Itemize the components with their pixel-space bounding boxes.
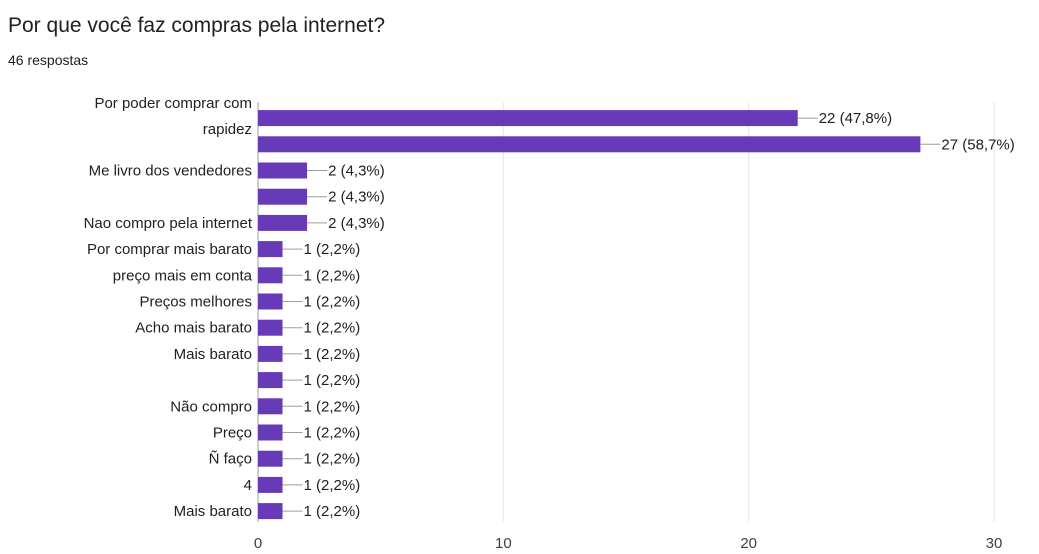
bar-12	[258, 424, 283, 441]
bar-3	[258, 188, 308, 205]
response-count: 46 respostas	[8, 52, 89, 68]
data-label-15: 1 (2,2%)	[304, 503, 361, 520]
data-label-14: 1 (2,2%)	[304, 477, 361, 494]
category-label-14: 4	[244, 477, 252, 494]
category-label-15: Mais barato	[174, 503, 252, 520]
bar-8	[258, 319, 283, 336]
category-label-4: Nao compro pela internet	[84, 215, 253, 232]
x-tick-label-1: 10	[495, 535, 512, 552]
bar-15	[258, 503, 283, 520]
data-label-6: 1 (2,2%)	[304, 267, 361, 284]
data-label-11: 1 (2,2%)	[304, 398, 361, 415]
category-label-12: Preço	[213, 425, 252, 442]
bar-4	[258, 214, 308, 231]
category-label-11: Não compro	[170, 398, 252, 415]
data-label-10: 1 (2,2%)	[304, 372, 361, 389]
data-label-12: 1 (2,2%)	[304, 425, 361, 442]
category-label-6: preço mais em conta	[113, 267, 253, 284]
bar-6	[258, 267, 283, 284]
bar-2	[258, 162, 308, 179]
bar-13	[258, 450, 283, 467]
bar-0	[258, 110, 798, 127]
data-label-4: 2 (4,3%)	[328, 215, 385, 232]
bar-14	[258, 476, 283, 493]
category-label-5: Por comprar mais barato	[87, 241, 252, 258]
bar-9	[258, 345, 283, 362]
bar-10	[258, 372, 283, 389]
x-tick-label-0: 0	[254, 535, 262, 552]
data-label-1: 27 (58,7%)	[941, 136, 1014, 153]
data-label-13: 1 (2,2%)	[304, 451, 361, 468]
category-label-9: Mais barato	[174, 346, 252, 363]
bar-11	[258, 398, 283, 415]
category-label-2: Me livro dos vendedores	[89, 163, 252, 180]
data-label-9: 1 (2,2%)	[304, 346, 361, 363]
data-label-0: 22 (47,8%)	[819, 110, 892, 127]
x-tick-label-2: 20	[740, 535, 757, 552]
data-label-5: 1 (2,2%)	[304, 241, 361, 258]
chart-title: Por que você faz compras pela internet?	[8, 14, 386, 37]
category-label-0: Por poder comprar com	[94, 95, 252, 112]
category-label-8: Acho mais barato	[135, 320, 252, 337]
bar-7	[258, 293, 283, 310]
data-label-8: 1 (2,2%)	[304, 320, 361, 337]
category-label-13: Ñ faço	[209, 451, 252, 468]
bar-5	[258, 241, 283, 258]
data-label-3: 2 (4,3%)	[328, 189, 385, 206]
bar-1	[258, 136, 921, 153]
category-label-7: Preços melhores	[139, 294, 252, 311]
data-label-2: 2 (4,3%)	[328, 163, 385, 180]
data-label-7: 1 (2,2%)	[304, 294, 361, 311]
category-label-0-line2: rapidez	[203, 121, 252, 138]
x-tick-label-3: 30	[986, 535, 1003, 552]
